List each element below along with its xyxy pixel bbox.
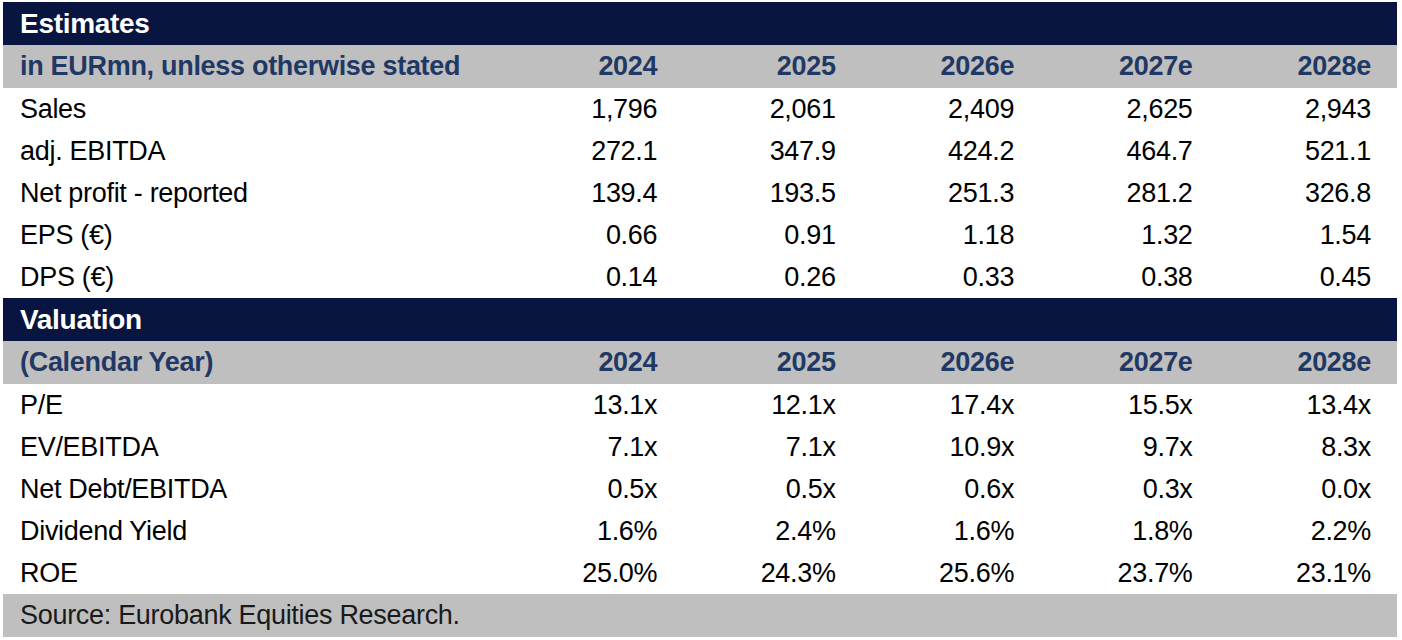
cell-value: 13.1x: [505, 384, 683, 426]
table-row-net-debt-ebitda: Net Debt/EBITDA 0.5x 0.5x 0.6x 0.3x 0.0x: [3, 468, 1397, 510]
cell-value: 15.5x: [1040, 384, 1218, 426]
estimates-valuation-table: Estimates in EURmn, unless otherwise sta…: [3, 2, 1397, 637]
cell-value: 7.1x: [505, 426, 683, 468]
cell-value: 193.5: [683, 172, 861, 214]
table-row-roe: ROE 25.0% 24.3% 25.6% 23.7% 23.1%: [3, 552, 1397, 594]
year-header: 2028e: [1219, 341, 1397, 384]
cell-value: 1.18: [862, 214, 1040, 256]
row-label: Net Debt/EBITDA: [3, 468, 505, 510]
cell-value: 23.1%: [1219, 552, 1397, 594]
section-title: Valuation: [20, 304, 142, 335]
cell-value: 1.6%: [505, 510, 683, 552]
cell-value: 9.7x: [1040, 426, 1218, 468]
table-row-dps: DPS (€) 0.14 0.26 0.33 0.38 0.45: [3, 256, 1397, 298]
row-label: Dividend Yield: [3, 510, 505, 552]
cell-value: 0.6x: [862, 468, 1040, 510]
cell-value: 25.0%: [505, 552, 683, 594]
table-row-dividend-yield: Dividend Yield 1.6% 2.4% 1.6% 1.8% 2.2%: [3, 510, 1397, 552]
table-row-net-profit: Net profit - reported 139.4 193.5 251.3 …: [3, 172, 1397, 214]
cell-value: 139.4: [505, 172, 683, 214]
cell-value: 464.7: [1040, 130, 1218, 172]
cell-value: 0.33: [862, 256, 1040, 298]
year-header: 2025: [683, 45, 861, 88]
cell-value: 13.4x: [1219, 384, 1397, 426]
subheader-label: (Calendar Year): [3, 341, 505, 384]
estimates-subheader-row: in EURmn, unless otherwise stated 2024 2…: [3, 45, 1397, 88]
cell-value: 24.3%: [683, 552, 861, 594]
row-label: Net profit - reported: [3, 172, 505, 214]
row-label: ROE: [3, 552, 505, 594]
cell-value: 0.66: [505, 214, 683, 256]
valuation-subheader-row: (Calendar Year) 2024 2025 2026e 2027e 20…: [3, 341, 1397, 384]
year-header: 2025: [683, 341, 861, 384]
cell-value: 10.9x: [862, 426, 1040, 468]
cell-value: 1.6%: [862, 510, 1040, 552]
cell-value: 12.1x: [683, 384, 861, 426]
cell-value: 1,796: [505, 88, 683, 130]
table-row-ev-ebitda: EV/EBITDA 7.1x 7.1x 10.9x 9.7x 8.3x: [3, 426, 1397, 468]
cell-value: 2.4%: [683, 510, 861, 552]
cell-value: 281.2: [1040, 172, 1218, 214]
year-header: 2026e: [862, 341, 1040, 384]
cell-value: 0.45: [1219, 256, 1397, 298]
cell-value: 424.2: [862, 130, 1040, 172]
row-label: adj. EBITDA: [3, 130, 505, 172]
cell-value: 25.6%: [862, 552, 1040, 594]
cell-value: 0.14: [505, 256, 683, 298]
table-row-eps: EPS (€) 0.66 0.91 1.18 1.32 1.54: [3, 214, 1397, 256]
cell-value: 251.3: [862, 172, 1040, 214]
cell-value: 0.5x: [683, 468, 861, 510]
row-label: Sales: [3, 88, 505, 130]
row-label: P/E: [3, 384, 505, 426]
cell-value: 2,943: [1219, 88, 1397, 130]
cell-value: 1.54: [1219, 214, 1397, 256]
cell-value: 0.0x: [1219, 468, 1397, 510]
cell-value: 272.1: [505, 130, 683, 172]
section-header-estimates: Estimates: [3, 2, 1397, 45]
year-header: 2027e: [1040, 45, 1218, 88]
cell-value: 1.8%: [1040, 510, 1218, 552]
cell-value: 1.32: [1040, 214, 1218, 256]
table-row-sales: Sales 1,796 2,061 2,409 2,625 2,943: [3, 88, 1397, 130]
year-header: 2024: [505, 45, 683, 88]
cell-value: 7.1x: [683, 426, 861, 468]
cell-value: 0.3x: [1040, 468, 1218, 510]
row-label: DPS (€): [3, 256, 505, 298]
section-header-valuation: Valuation: [3, 298, 1397, 341]
cell-value: 521.1: [1219, 130, 1397, 172]
cell-value: 0.91: [683, 214, 861, 256]
year-header: 2028e: [1219, 45, 1397, 88]
cell-value: 2,061: [683, 88, 861, 130]
row-label: EV/EBITDA: [3, 426, 505, 468]
cell-value: 326.8: [1219, 172, 1397, 214]
cell-value: 0.26: [683, 256, 861, 298]
source-text: Source: Eurobank Equities Research.: [20, 600, 460, 630]
source-note: Source: Eurobank Equities Research.: [3, 594, 1397, 637]
section-title: Estimates: [20, 8, 150, 39]
cell-value: 2,409: [862, 88, 1040, 130]
year-header: 2026e: [862, 45, 1040, 88]
cell-value: 8.3x: [1219, 426, 1397, 468]
table-row-adj-ebitda: adj. EBITDA 272.1 347.9 424.2 464.7 521.…: [3, 130, 1397, 172]
row-label: EPS (€): [3, 214, 505, 256]
year-header: 2027e: [1040, 341, 1218, 384]
cell-value: 347.9: [683, 130, 861, 172]
cell-value: 0.38: [1040, 256, 1218, 298]
cell-value: 2.2%: [1219, 510, 1397, 552]
table-row-pe: P/E 13.1x 12.1x 17.4x 15.5x 13.4x: [3, 384, 1397, 426]
year-header: 2024: [505, 341, 683, 384]
subheader-label: in EURmn, unless otherwise stated: [3, 45, 505, 88]
cell-value: 17.4x: [862, 384, 1040, 426]
cell-value: 0.5x: [505, 468, 683, 510]
cell-value: 23.7%: [1040, 552, 1218, 594]
cell-value: 2,625: [1040, 88, 1218, 130]
